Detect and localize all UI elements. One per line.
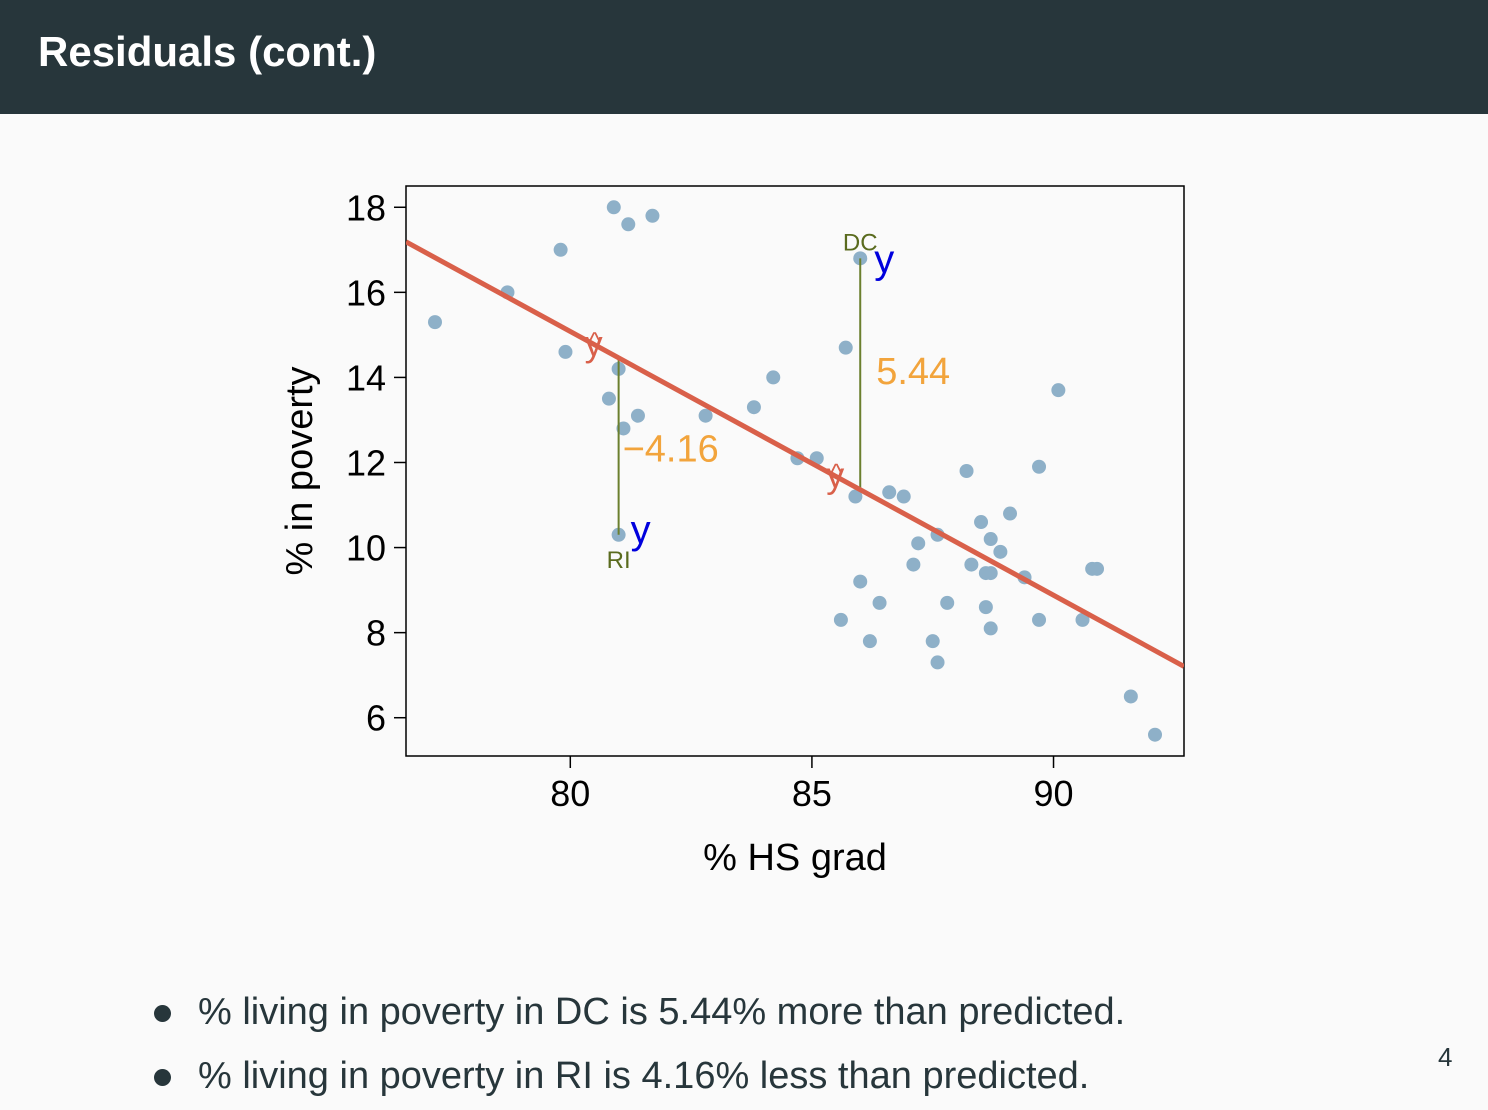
x-axis-label: % HS grad <box>703 837 887 879</box>
data-point <box>930 655 945 670</box>
data-point <box>911 536 926 551</box>
data-point <box>896 489 911 504</box>
data-point <box>558 344 573 359</box>
data-point <box>630 408 645 423</box>
bullet-dot-icon <box>154 1069 171 1086</box>
data-point <box>940 595 955 610</box>
data-point <box>872 595 887 610</box>
bullet-item-ri: % living in poverty in RI is 4.16% less … <box>150 1044 1125 1108</box>
data-point <box>906 557 921 572</box>
residual-value-dc: 5.44 <box>876 351 950 393</box>
data-point <box>606 200 621 215</box>
data-point <box>1032 459 1047 474</box>
data-point <box>959 464 974 478</box>
bullet-dot-icon <box>154 1005 171 1022</box>
data-point <box>882 485 897 500</box>
y-tick-label: 6 <box>366 698 386 739</box>
data-point <box>698 408 713 423</box>
data-point <box>1032 612 1047 627</box>
data-point <box>1148 727 1163 742</box>
data-point <box>978 600 993 615</box>
data-point <box>645 208 660 223</box>
scatter-chart: 6 8 10 12 14 16 18 80 85 90 % HS grad % in poverty D… <box>279 185 1185 879</box>
data-point <box>983 566 998 581</box>
observed-y-ri: y <box>631 508 651 552</box>
y-axis-label: % in poverty <box>279 366 321 575</box>
y-tick-label: 10 <box>346 528 386 569</box>
data-point <box>621 217 636 232</box>
y-tick-label: 12 <box>346 442 386 483</box>
bullet-text: % living in poverty in RI is 4.16% less … <box>198 1055 1090 1097</box>
data-point <box>838 340 853 355</box>
regression-line <box>406 239 1184 669</box>
yhat-hat-ri: ^ <box>589 326 602 356</box>
data-point <box>993 544 1008 559</box>
state-label-dc: DC <box>843 229 878 256</box>
data-point <box>983 621 998 636</box>
predicted-yhat-ri: y <box>585 323 603 364</box>
data-point <box>746 400 761 415</box>
data-point <box>1051 383 1066 398</box>
data-point <box>925 634 940 649</box>
slide-header: Residuals (cont.) <box>0 0 1488 114</box>
page-number: 4 <box>1438 1042 1453 1072</box>
data-point <box>616 421 631 436</box>
x-tick-label: 85 <box>792 773 832 814</box>
data-point <box>848 489 863 504</box>
data-point <box>964 557 979 572</box>
plot-frame <box>405 185 1185 757</box>
data-point <box>1090 561 1105 576</box>
y-tick-label: 18 <box>346 187 386 228</box>
y-tick-label: 16 <box>346 272 386 313</box>
data-point <box>601 391 616 406</box>
data-point <box>766 370 781 385</box>
x-tick-label: 90 <box>1034 773 1074 814</box>
bullet-text: % living in poverty in DC is 5.44% more … <box>198 991 1126 1033</box>
data-point <box>862 634 877 649</box>
data-point <box>553 242 568 257</box>
bullet-list: % living in poverty in DC is 5.44% more … <box>150 980 1125 1108</box>
yhat-hat-dc: ^ <box>830 458 843 488</box>
data-point <box>974 515 989 530</box>
data-point <box>1003 506 1018 521</box>
x-tick-label: 80 <box>550 773 590 814</box>
data-point <box>1075 612 1090 627</box>
data-point <box>983 532 998 547</box>
bullet-item-dc: % living in poverty in DC is 5.44% more … <box>150 980 1125 1044</box>
observed-y-dc: y <box>874 237 894 281</box>
y-tick-label: 8 <box>366 613 386 654</box>
data-point <box>853 574 868 589</box>
y-tick-label: 14 <box>346 357 386 398</box>
data-point <box>1123 689 1138 704</box>
data-point <box>833 612 848 627</box>
state-label-ri: RI <box>607 547 631 574</box>
slide-title: Residuals (cont.) <box>38 28 377 75</box>
data-point <box>427 315 442 330</box>
predicted-yhat-dc: y <box>826 455 844 496</box>
residual-value-ri: −4.16 <box>623 428 719 470</box>
